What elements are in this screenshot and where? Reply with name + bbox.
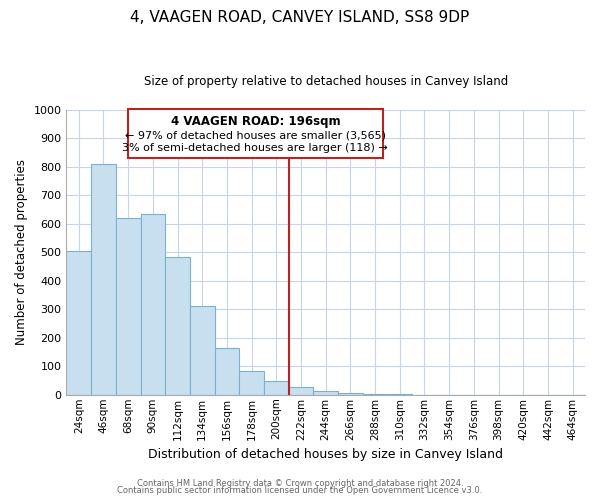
Bar bbox=[165, 256, 190, 395]
Y-axis label: Number of detached properties: Number of detached properties bbox=[15, 160, 28, 346]
Text: 4 VAAGEN ROAD: 196sqm: 4 VAAGEN ROAD: 196sqm bbox=[170, 114, 340, 128]
X-axis label: Distribution of detached houses by size in Canvey Island: Distribution of detached houses by size … bbox=[148, 448, 503, 461]
Text: 4, VAAGEN ROAD, CANVEY ISLAND, SS8 9DP: 4, VAAGEN ROAD, CANVEY ISLAND, SS8 9DP bbox=[130, 10, 470, 25]
Bar bbox=[140, 214, 165, 395]
Text: Contains public sector information licensed under the Open Government Licence v3: Contains public sector information licen… bbox=[118, 486, 482, 495]
Text: Contains HM Land Registry data © Crown copyright and database right 2024.: Contains HM Land Registry data © Crown c… bbox=[137, 478, 463, 488]
Bar bbox=[264, 381, 289, 395]
Bar bbox=[313, 391, 338, 395]
Bar bbox=[116, 218, 140, 395]
Bar bbox=[289, 387, 313, 395]
Bar bbox=[67, 251, 91, 395]
Bar bbox=[239, 372, 264, 395]
Bar bbox=[91, 164, 116, 395]
Bar bbox=[215, 348, 239, 395]
Bar bbox=[363, 394, 388, 395]
Title: Size of property relative to detached houses in Canvey Island: Size of property relative to detached ho… bbox=[143, 75, 508, 88]
FancyBboxPatch shape bbox=[128, 108, 383, 158]
Bar bbox=[338, 394, 363, 395]
Text: 3% of semi-detached houses are larger (118) →: 3% of semi-detached houses are larger (1… bbox=[122, 144, 388, 154]
Bar bbox=[190, 306, 215, 395]
Text: ← 97% of detached houses are smaller (3,565): ← 97% of detached houses are smaller (3,… bbox=[125, 131, 386, 141]
